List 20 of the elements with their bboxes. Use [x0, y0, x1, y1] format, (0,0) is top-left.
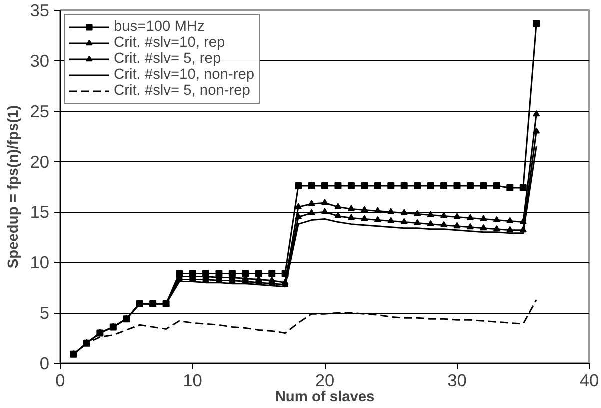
legend-label: Crit. #slv=10, non-rep — [114, 67, 255, 83]
y-tick-label: 5 — [40, 303, 50, 324]
y-axis-title: Speedup = fps(n)/fps(1) — [6, 105, 22, 269]
legend-label: bus=100 MHz — [114, 19, 205, 35]
x-tick-label: 20 — [315, 370, 335, 390]
x-tick-label: 30 — [448, 370, 467, 390]
legend-label: Crit. #slv= 5, rep — [114, 51, 222, 67]
y-tick-label: 0 — [40, 354, 50, 374]
legend-label: Crit. #slv=10, rep — [114, 35, 226, 51]
x-tick-label: 0 — [56, 370, 66, 390]
y-tick-label: 10 — [30, 252, 50, 273]
x-tick-label: 10 — [183, 370, 202, 390]
y-tick-label: 35 — [30, 0, 50, 20]
x-tick-label: 40 — [580, 370, 600, 390]
x-axis-title: Num of slaves — [275, 390, 375, 406]
y-tick-label: 20 — [30, 152, 50, 172]
y-tick-label: 25 — [30, 101, 50, 122]
y-tick-label: 30 — [30, 50, 50, 71]
y-tick-label: 15 — [30, 202, 50, 222]
legend-label: Crit. #slv= 5, non-rep — [114, 83, 250, 99]
